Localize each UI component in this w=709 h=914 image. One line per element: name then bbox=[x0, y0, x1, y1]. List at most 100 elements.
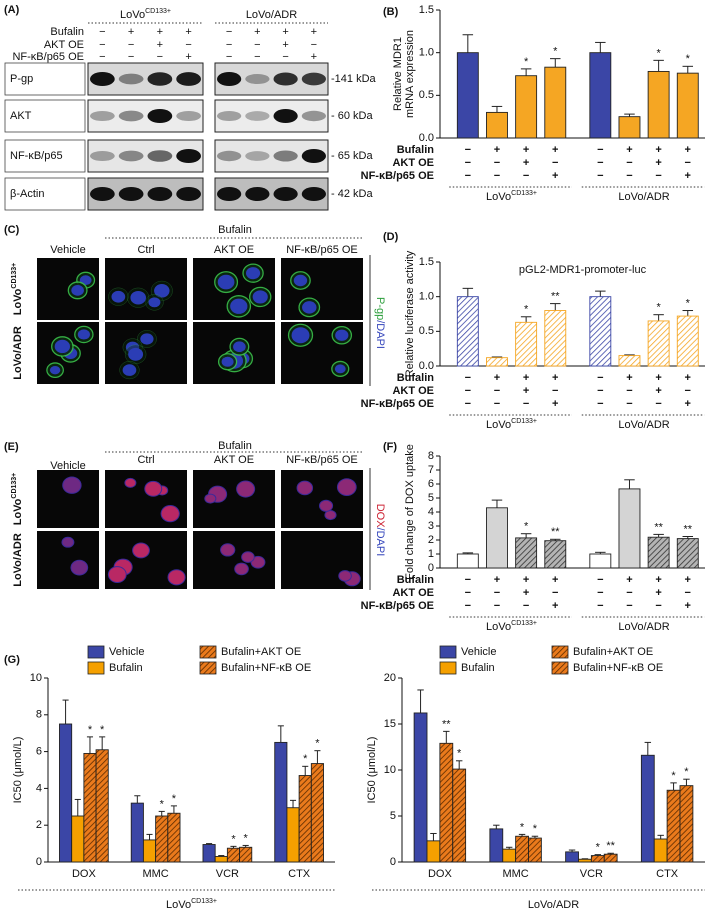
cell-nucleus bbox=[217, 274, 235, 290]
condition-sign: − bbox=[523, 170, 529, 182]
condition-label: NF-κB/p65 OE bbox=[361, 398, 434, 410]
column-label: Vehicle bbox=[50, 460, 85, 472]
bar bbox=[486, 507, 508, 569]
condition-sign: − bbox=[626, 600, 632, 612]
significance-star: * bbox=[686, 297, 691, 309]
row-label-sup: CD133+ bbox=[11, 473, 18, 499]
bar bbox=[95, 749, 109, 863]
condition-sign: − bbox=[254, 51, 260, 63]
protein-size: -141 kDa bbox=[331, 73, 377, 85]
condition-sign: − bbox=[128, 51, 134, 63]
condition-label: AKT OE bbox=[392, 157, 434, 169]
significance-star: * bbox=[520, 821, 525, 833]
significance-star: * bbox=[524, 56, 529, 68]
condition-sign: − bbox=[597, 574, 603, 586]
legend-swatch bbox=[439, 645, 457, 659]
bar bbox=[640, 754, 655, 863]
row-label: LoVoCD133+ bbox=[11, 263, 24, 316]
bar bbox=[647, 536, 670, 569]
group-label-sup: CD133+ bbox=[145, 8, 171, 15]
significance-star: * bbox=[160, 798, 165, 810]
condition-label: Bufalin bbox=[397, 372, 435, 384]
bar bbox=[167, 812, 181, 863]
group-label-sup: CD133+ bbox=[511, 418, 537, 425]
significance-star: * bbox=[88, 724, 93, 736]
condition-sign: − bbox=[282, 51, 288, 63]
bar bbox=[544, 310, 567, 367]
condition-sign: + bbox=[523, 574, 529, 586]
x-tick-label: MMC bbox=[502, 868, 528, 880]
condition-sign: − bbox=[128, 39, 134, 51]
significance-star: * bbox=[231, 833, 236, 845]
blot-band bbox=[217, 72, 242, 86]
condition-sign: + bbox=[626, 372, 632, 384]
blot-box bbox=[87, 139, 204, 173]
condition-sign: − bbox=[494, 398, 500, 410]
significance-star: * bbox=[100, 724, 105, 736]
y-tick-label: 4 bbox=[428, 506, 434, 518]
condition-sign: − bbox=[523, 600, 529, 612]
micrograph bbox=[281, 470, 363, 528]
group-label-base: LoVo/ADR bbox=[618, 191, 669, 203]
condition-sign: + bbox=[311, 26, 317, 38]
cell-nucleus bbox=[230, 298, 248, 314]
significance-star: ** bbox=[442, 718, 451, 730]
bar bbox=[679, 785, 694, 863]
legend-label: Bufalin+NF-κB OE bbox=[221, 662, 311, 674]
condition-sign: − bbox=[626, 157, 632, 169]
protein-label: NF-κB/p65 bbox=[10, 150, 63, 162]
bar bbox=[544, 540, 567, 569]
condition-sign: − bbox=[597, 144, 603, 156]
bar bbox=[676, 315, 699, 367]
condition-sign: − bbox=[597, 157, 603, 169]
condition-sign: + bbox=[552, 170, 558, 182]
significance-star: * bbox=[303, 753, 308, 765]
blot-band bbox=[176, 149, 201, 163]
x-tick-label: VCR bbox=[580, 868, 603, 880]
y-tick-label: 10 bbox=[384, 764, 396, 776]
condition-sign: + bbox=[655, 372, 661, 384]
legend-swatch bbox=[199, 661, 217, 675]
cell-nucleus bbox=[122, 364, 137, 376]
significance-star: * bbox=[315, 738, 320, 750]
bar bbox=[310, 763, 324, 863]
condition-sign: − bbox=[552, 385, 558, 397]
group-label-sup: CD133+ bbox=[511, 190, 537, 197]
condition-sign: − bbox=[655, 600, 661, 612]
blot-band bbox=[118, 187, 144, 201]
y-tick-label: 10 bbox=[30, 672, 42, 684]
cell-dox bbox=[337, 479, 356, 496]
protein-size: - 60 kDa bbox=[331, 110, 373, 122]
condition-sign: + bbox=[685, 574, 691, 586]
condition-label: NF-κB/p65 OE bbox=[12, 51, 84, 63]
y-tick-label: 8 bbox=[428, 450, 434, 462]
condition-sign: − bbox=[494, 170, 500, 182]
condition-sign: − bbox=[465, 144, 471, 156]
condition-sign: + bbox=[552, 398, 558, 410]
cell-nucleus bbox=[62, 476, 82, 494]
row-label-sup: CD133+ bbox=[11, 263, 18, 289]
column-label: Ctrl bbox=[137, 244, 154, 256]
blot-band bbox=[176, 72, 201, 86]
condition-label: NF-κB/p65 OE bbox=[361, 600, 434, 612]
bar bbox=[486, 357, 508, 367]
condition-sign: − bbox=[157, 51, 163, 63]
cell-nucleus bbox=[221, 356, 234, 367]
column-label: NF-κB/p65 OE bbox=[286, 454, 358, 466]
condition-sign: + bbox=[523, 372, 529, 384]
condition-sign: + bbox=[311, 51, 317, 63]
cell-nucleus bbox=[128, 347, 144, 361]
bar bbox=[590, 855, 605, 863]
condition-sign: + bbox=[254, 26, 260, 38]
condition-sign: + bbox=[185, 51, 191, 63]
protein-size: - 42 kDa bbox=[331, 188, 373, 200]
group-label-base: LoVo bbox=[120, 9, 145, 21]
y-tick-label: 0.5 bbox=[419, 89, 434, 101]
cell-nucleus bbox=[293, 274, 308, 287]
blot-band bbox=[147, 150, 173, 162]
cell-dox bbox=[133, 543, 149, 558]
x-tick-label: DOX bbox=[72, 868, 97, 880]
bar bbox=[618, 116, 641, 139]
condition-sign: + bbox=[523, 385, 529, 397]
blot-band bbox=[301, 110, 326, 122]
